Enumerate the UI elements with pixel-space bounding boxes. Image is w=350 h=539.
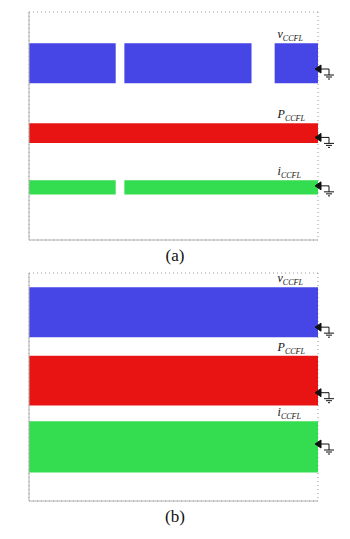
svg-text:iCCFL: iCCFL <box>278 164 302 180</box>
svg-text:vCCFL: vCCFL <box>278 27 304 43</box>
html-text:(b): (b) <box>165 507 185 526</box>
svg-text:PCCFL: PCCFL <box>277 340 306 356</box>
svg-text:vCCFL: vCCFL <box>278 271 304 287</box>
svg-text:iCCFL: iCCFL <box>278 405 302 421</box>
html-text:(a): (a) <box>165 246 185 265</box>
svg-text:PCCFL: PCCFL <box>277 107 306 123</box>
